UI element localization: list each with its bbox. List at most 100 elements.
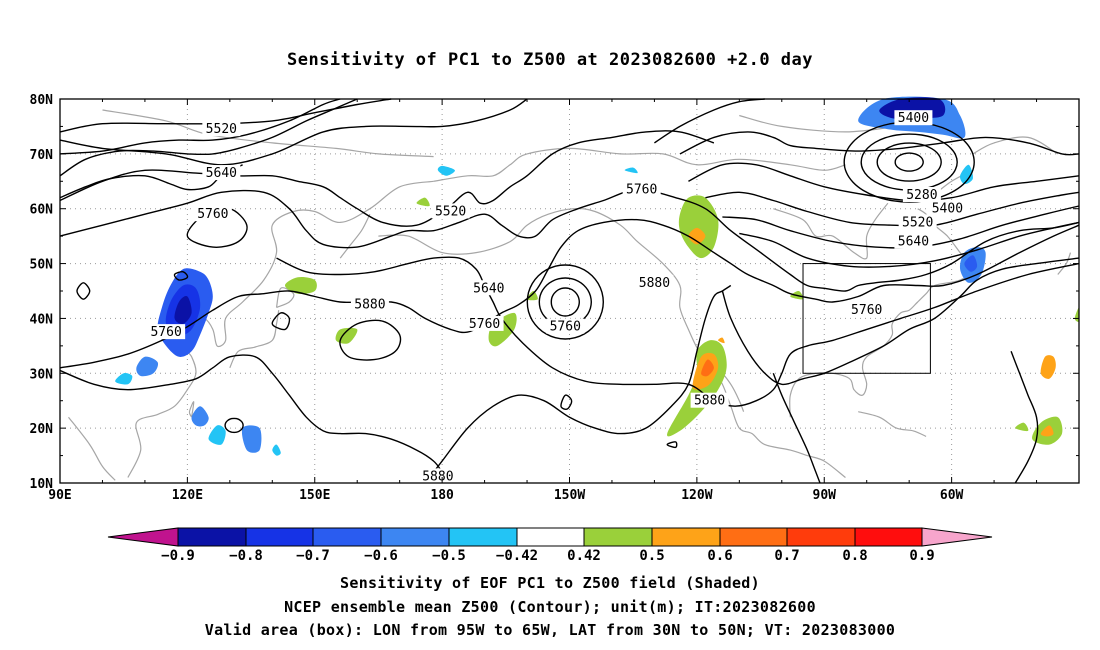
contour-label: 5400: [932, 202, 963, 217]
coastline: [127, 180, 434, 478]
contour-label: 5520: [902, 215, 933, 230]
contour-label-bg: [928, 200, 967, 216]
coastline: [102, 109, 434, 158]
contour-label-bg: [418, 468, 457, 484]
colorbar-box: [719, 527, 788, 547]
coastline: [739, 114, 897, 133]
contour-label-bg: [546, 318, 585, 334]
colorbar-label: −0.7: [296, 548, 330, 564]
contour-ring: [876, 142, 942, 182]
sensitivity-patch: [624, 167, 638, 174]
contour-ring: [550, 287, 581, 317]
sensitivity-patch: [272, 444, 281, 456]
sensitivity-patch: [335, 327, 358, 344]
contour-label-bg: [431, 203, 470, 219]
lon-label: 180: [430, 488, 454, 503]
sensitivity-patch: [964, 255, 978, 272]
contour-label: 5760: [469, 317, 500, 332]
contour-line: [59, 188, 1080, 292]
contour-line: [721, 257, 1080, 386]
contour-ring: [560, 394, 573, 410]
contour-label-bg: [469, 280, 508, 296]
colorbar-arrow-left: [107, 527, 179, 547]
colorbar-box: [786, 527, 856, 547]
contour-ring: [271, 312, 291, 331]
contour-label-bg: [894, 233, 933, 249]
coastline: [229, 310, 280, 369]
contour-line: [739, 221, 1080, 268]
contour-line: [654, 98, 765, 144]
coastline: [68, 416, 116, 481]
lon-label: 60W: [940, 488, 964, 503]
colorbar-label: −0.8: [229, 548, 263, 564]
sensitivity-patch: [208, 425, 226, 445]
contour-line: [688, 162, 1080, 202]
colorbar-box: [516, 527, 585, 547]
colorbar-label: 0.7: [774, 548, 799, 564]
contour-label: 5880: [639, 276, 670, 291]
contour-label: 5280: [906, 188, 937, 203]
lat-label: 60N: [30, 203, 54, 218]
lat-lon-gridlines: [60, 99, 1079, 483]
contour-label: 5760: [197, 207, 228, 222]
sensitivity-patch: [191, 406, 209, 427]
contour-ring: [224, 417, 244, 434]
sensitivity-patch: [701, 359, 714, 377]
contour-ring: [666, 441, 678, 449]
contour-ring: [843, 121, 975, 203]
footer-contour-caption: NCEP ensemble mean Z500 (Contour); unit(…: [284, 598, 816, 616]
contour-label: 5760: [150, 325, 181, 340]
contour-label: 5880: [694, 394, 725, 409]
contour-label-bg: [193, 206, 232, 222]
coastline: [972, 136, 1059, 155]
map-frame: [59, 98, 1080, 484]
sensitivity-patch: [437, 165, 455, 176]
contour-label-bg: [847, 302, 886, 318]
lat-label: 10N: [30, 477, 54, 492]
contour-ring: [339, 319, 402, 361]
contour-label-bg: [898, 214, 937, 230]
contour-line: [59, 98, 528, 166]
colorbar-box: [312, 527, 382, 547]
contour-label: 5400: [898, 111, 929, 126]
footer-shading-caption: Sensitivity of EOF PC1 to Z500 field (Sh…: [340, 574, 760, 592]
contour-ring: [894, 152, 924, 172]
sensitivity-patch: [526, 291, 538, 301]
contour-label: 5640: [206, 166, 237, 181]
z500-contours: [59, 98, 1080, 484]
contour-label-bg: [902, 187, 941, 202]
sensitivity-patch: [688, 227, 706, 245]
lon-label: 90E: [48, 488, 71, 503]
sensitivity-patch: [115, 373, 133, 385]
coastline: [275, 287, 295, 309]
contour-ring: [173, 271, 189, 281]
colorbar-box: [177, 527, 247, 547]
contour-label-bg: [465, 315, 504, 331]
sensitivity-patch: [959, 164, 974, 185]
colorbar-label: 0.8: [842, 548, 867, 564]
contour-label: 5520: [206, 122, 237, 137]
contour-label-bg: [350, 296, 389, 312]
coastline: [858, 411, 927, 437]
contour-label-bg: [147, 324, 186, 340]
lon-label: 120E: [172, 488, 203, 503]
colorbar-label: 0.42: [567, 548, 601, 564]
colorbar-arrow-right: [921, 527, 993, 547]
contour-label: 5880: [422, 469, 453, 484]
contour-label-bg: [202, 121, 241, 137]
coastline: [433, 147, 846, 182]
coastline: [1057, 252, 1072, 275]
footer-valid-area-caption: Valid area (box): LON from 95W to 65W, L…: [204, 621, 896, 639]
lon-label: 150W: [554, 488, 585, 503]
sensitivity-patch: [1040, 355, 1056, 379]
contour-line: [679, 131, 1080, 156]
sensitivity-patch: [718, 337, 725, 344]
colorbar-label: −0.9: [161, 548, 195, 564]
colorbar-box: [380, 527, 450, 547]
lat-label: 70N: [30, 148, 54, 163]
colorbar-box: [854, 527, 923, 547]
contour-ring: [76, 282, 91, 300]
